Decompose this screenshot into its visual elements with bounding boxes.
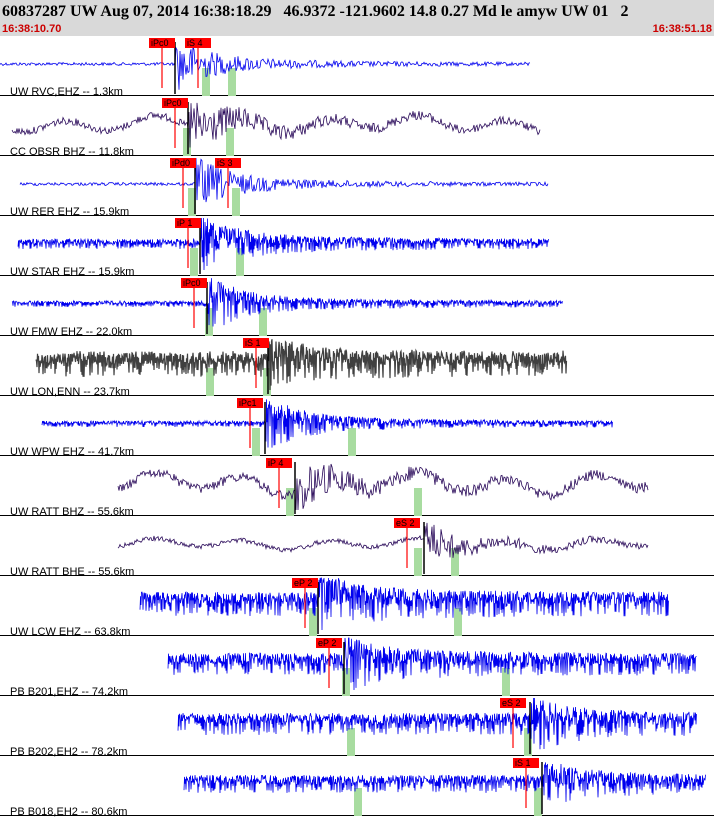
arrival-window: [226, 128, 234, 156]
arrival-window: [286, 488, 294, 516]
pick-box[interactable]: [243, 338, 269, 348]
pick-box[interactable]: [149, 38, 175, 48]
pick-box[interactable]: [266, 458, 292, 468]
station-label: UW RATT BHZ -- 55.6km: [10, 506, 134, 518]
arrival-window: [524, 728, 532, 756]
arrival-window: [252, 428, 260, 456]
pick-label: iS 1: [515, 758, 531, 768]
arrival-window: [202, 68, 210, 96]
waveform: [17, 217, 549, 271]
station-label: UW RVC,EHZ -- 1.3km: [10, 86, 123, 98]
trace-row[interactable]: iPc0 CC OBSR BHZ -- 11.8km: [0, 98, 714, 158]
arrival-window: [263, 368, 271, 396]
station-label: UW RATT BHE -- 55.6km: [10, 566, 134, 578]
pick-box[interactable]: [185, 38, 211, 48]
trace-row[interactable]: iP 4 UW RATT BHZ -- 55.6km: [0, 458, 714, 518]
arrival-window: [454, 608, 462, 636]
station-label: PB B018,EH2 -- 80.6km: [10, 806, 127, 818]
trace-row[interactable]: iPc0 UW FMW EHZ -- 22.0km: [0, 278, 714, 338]
arrival-window: [414, 488, 422, 516]
pick-label: iS 1: [245, 338, 261, 348]
waveform: [117, 463, 649, 511]
arrival-window: [342, 668, 350, 696]
waveform: [117, 522, 649, 558]
arrival-window: [190, 248, 198, 276]
arrival-window: [206, 368, 214, 396]
trace-row[interactable]: iPd0 iS 3 UW RER EHZ -- 15.9km: [0, 157, 714, 218]
pick-box[interactable]: [237, 398, 263, 408]
trace-row[interactable]: eS 2 PB B202,EH2 -- 78.2km: [0, 697, 714, 758]
arrival-window: [188, 188, 196, 216]
header-bar: 60837287 UW Aug 07, 2014 16:38:18.29 46.…: [0, 0, 714, 36]
pick-box[interactable]: [181, 278, 207, 288]
pick-label: eS 2: [502, 698, 521, 708]
pick-label: iPc0: [183, 278, 201, 288]
station-label: UW LON,ENN -- 23.7km: [10, 386, 130, 398]
waveform: [0, 45, 531, 90]
arrival-window: [309, 608, 317, 636]
arrival-window: [354, 788, 362, 816]
waveform: [183, 762, 706, 802]
pick-box[interactable]: [394, 518, 420, 528]
seismogram-panel[interactable]: iPc0 iS 4 UW RVC,EHZ -- 1.3km iPc0 CC OBSR B…: [0, 36, 714, 818]
waveform: [35, 339, 568, 391]
trace-row[interactable]: eS 2 UW RATT BHE -- 55.6km: [0, 518, 714, 578]
trace-row[interactable]: iPc1 UW WPW EHZ -- 41.7km: [0, 398, 714, 458]
pick-box[interactable]: [513, 758, 539, 768]
pick-label: eP 2: [294, 578, 312, 588]
arrival-window: [414, 548, 422, 576]
pick-box[interactable]: [215, 158, 241, 168]
station-label: CC OBSR BHZ -- 11.8km: [10, 146, 134, 158]
pick-label: iPc1: [239, 398, 257, 408]
station-label: UW FMW EHZ -- 22.0km: [10, 326, 132, 338]
arrival-window: [451, 548, 459, 576]
arrival-window: [228, 68, 236, 96]
waveform: [41, 399, 613, 448]
arrival-window: [347, 728, 355, 756]
pick-label: iPc0: [151, 38, 169, 48]
arrival-window: [236, 248, 244, 276]
start-time: 16:38:10.70: [2, 23, 62, 35]
waveform: [19, 157, 549, 203]
trace-row[interactable]: iS 1 PB B018,EH2 -- 80.6km: [0, 758, 714, 818]
pick-box[interactable]: [170, 158, 196, 168]
trace-row[interactable]: eP 2 UW LCW EHZ -- 63.8km: [0, 577, 714, 638]
station-label: PB B201,EHZ -- 74.2km: [10, 686, 128, 698]
trace-row[interactable]: iPc0 iS 4 UW RVC,EHZ -- 1.3km: [0, 38, 714, 98]
arrival-window: [183, 128, 191, 156]
pick-label: iS 3: [217, 158, 233, 168]
trace-row[interactable]: eP 2 PB B201,EHZ -- 74.2km: [0, 637, 714, 698]
station-label: UW LCW EHZ -- 63.8km: [10, 626, 130, 638]
pick-label: iS 4: [187, 38, 203, 48]
waveform: [11, 278, 563, 327]
end-time: 16:38:51.18: [652, 23, 712, 35]
pick-box[interactable]: [316, 638, 342, 648]
arrival-window: [502, 668, 510, 696]
pick-box[interactable]: [175, 218, 201, 228]
station-label: UW WPW EHZ -- 41.7km: [10, 446, 134, 458]
pick-box[interactable]: [292, 578, 318, 588]
station-label: PB B202,EH2 -- 78.2km: [10, 746, 127, 758]
arrival-window: [232, 188, 240, 216]
waveform: [167, 637, 697, 691]
arrival-window: [259, 308, 267, 336]
station-label: UW STAR EHZ -- 15.9km: [10, 266, 134, 278]
arrival-window: [348, 428, 356, 456]
event-title: 60837287 UW Aug 07, 2014 16:38:18.29 46.…: [2, 3, 629, 20]
station-label: UW RER EHZ -- 15.9km: [10, 206, 129, 218]
pick-label: eP 2: [318, 638, 336, 648]
waveform: [11, 102, 541, 148]
trace-row[interactable]: iS 1 UW LON,ENN -- 23.7km: [0, 338, 714, 398]
pick-box[interactable]: [500, 698, 526, 708]
trace-row[interactable]: iP 1 UW STAR EHZ -- 15.9km: [0, 217, 714, 278]
pick-box[interactable]: [162, 98, 188, 108]
pick-label: iPd0: [172, 158, 190, 168]
pick-label: iP 4: [268, 458, 283, 468]
pick-label: iPc0: [164, 98, 182, 108]
pick-label: eS 2: [396, 518, 415, 528]
arrival-window: [534, 788, 542, 816]
waveform: [177, 697, 697, 750]
waveform: [139, 577, 669, 631]
pick-label: iP 1: [177, 218, 192, 228]
